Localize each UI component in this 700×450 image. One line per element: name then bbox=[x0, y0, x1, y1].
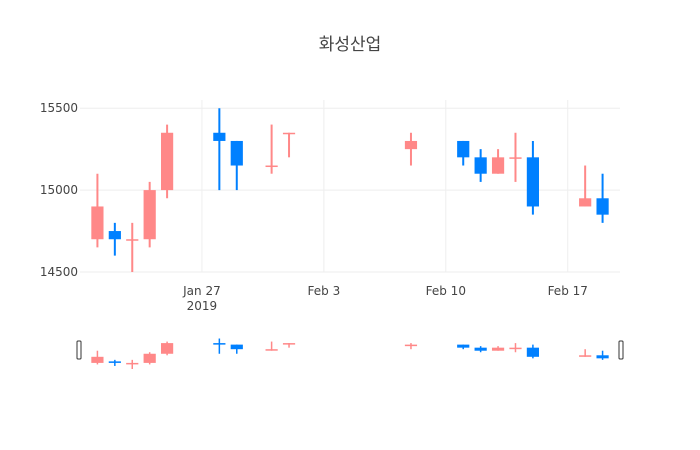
slider-candle-body bbox=[126, 362, 139, 365]
slider-candle bbox=[143, 352, 156, 365]
slider-candle-body bbox=[509, 347, 522, 350]
candle bbox=[265, 124, 278, 174]
slider-candle bbox=[596, 350, 609, 360]
range-slider[interactable] bbox=[76, 338, 624, 369]
candle bbox=[596, 173, 609, 223]
x-tick-label: Feb 17 bbox=[548, 284, 588, 298]
slider-candle bbox=[474, 346, 487, 353]
slider-candle bbox=[265, 341, 278, 351]
slider-candle bbox=[91, 350, 104, 365]
candle-body bbox=[143, 190, 156, 240]
candle-body bbox=[126, 239, 139, 241]
candle-body bbox=[491, 157, 505, 174]
slider-candle-body bbox=[596, 355, 609, 359]
slider-candle bbox=[282, 343, 296, 348]
slider-candle-body bbox=[474, 347, 487, 351]
candle-body bbox=[265, 165, 278, 168]
x-tick-label: Feb 10 bbox=[426, 284, 466, 298]
slider-candle bbox=[108, 359, 121, 366]
candle-body bbox=[474, 157, 487, 174]
range-slider-handles[interactable] bbox=[76, 340, 624, 360]
slider-candle bbox=[213, 338, 226, 354]
range-slider-candles bbox=[91, 338, 609, 369]
candle-body bbox=[404, 140, 418, 150]
slider-candle bbox=[509, 343, 522, 353]
slider-candle-body bbox=[579, 355, 592, 357]
slider-candle-body bbox=[491, 347, 505, 351]
slider-candle bbox=[491, 346, 505, 351]
candle bbox=[526, 140, 539, 215]
slider-candle-body bbox=[457, 344, 470, 348]
slider-candle bbox=[579, 349, 592, 357]
candle bbox=[143, 181, 156, 248]
candles bbox=[91, 108, 609, 272]
slider-candle-body bbox=[404, 344, 418, 347]
slider-candle-body bbox=[161, 343, 174, 354]
candle-body bbox=[526, 157, 539, 207]
candle bbox=[509, 132, 522, 182]
slider-candle-body bbox=[108, 361, 121, 363]
candle bbox=[457, 140, 470, 166]
candle-body bbox=[509, 157, 522, 159]
candle-body bbox=[161, 132, 174, 191]
candle bbox=[474, 149, 487, 182]
slider-candle bbox=[126, 359, 139, 369]
y-tick-label: 15000 bbox=[40, 183, 78, 197]
candle-body bbox=[596, 198, 609, 215]
candle-body bbox=[213, 132, 226, 141]
slider-candle-body bbox=[230, 344, 243, 350]
candle-body bbox=[108, 231, 121, 240]
slider-candle-body bbox=[143, 353, 156, 363]
candle-body bbox=[91, 206, 104, 240]
slider-candle-body bbox=[213, 343, 226, 345]
slider-candle bbox=[526, 344, 539, 359]
slider-candle-body bbox=[265, 349, 278, 351]
candle bbox=[91, 173, 104, 248]
candle-body bbox=[579, 198, 592, 207]
candle bbox=[230, 140, 243, 191]
candle bbox=[491, 149, 505, 174]
candle bbox=[579, 165, 592, 207]
candle bbox=[126, 222, 139, 272]
candle bbox=[161, 124, 174, 199]
candle bbox=[282, 132, 296, 158]
x-tick-label: Feb 3 bbox=[308, 284, 341, 298]
candle bbox=[404, 132, 418, 166]
slider-candle bbox=[230, 344, 243, 354]
slider-candle-body bbox=[526, 347, 539, 357]
slider-candle bbox=[404, 343, 418, 350]
slider-candle-body bbox=[91, 356, 104, 363]
candle-body bbox=[282, 132, 296, 135]
slider-candle bbox=[161, 341, 174, 356]
candle-body bbox=[230, 140, 243, 166]
slider-candle-body bbox=[282, 343, 296, 345]
x-tick-sublabel: 2019 bbox=[187, 299, 218, 313]
candle bbox=[213, 108, 226, 191]
candle-body bbox=[457, 140, 470, 158]
range-slider-right-handle[interactable] bbox=[618, 340, 624, 360]
y-tick-label: 14500 bbox=[40, 265, 78, 279]
y-tick-label: 15500 bbox=[40, 101, 78, 115]
candle bbox=[108, 222, 121, 256]
x-tick-label: Jan 27 bbox=[182, 284, 221, 298]
range-slider-left-handle[interactable] bbox=[76, 340, 82, 360]
y-axis: 14500 15000 15500 bbox=[40, 101, 78, 279]
chart-title: 화성산업 bbox=[319, 35, 382, 55]
slider-candle bbox=[457, 344, 470, 350]
